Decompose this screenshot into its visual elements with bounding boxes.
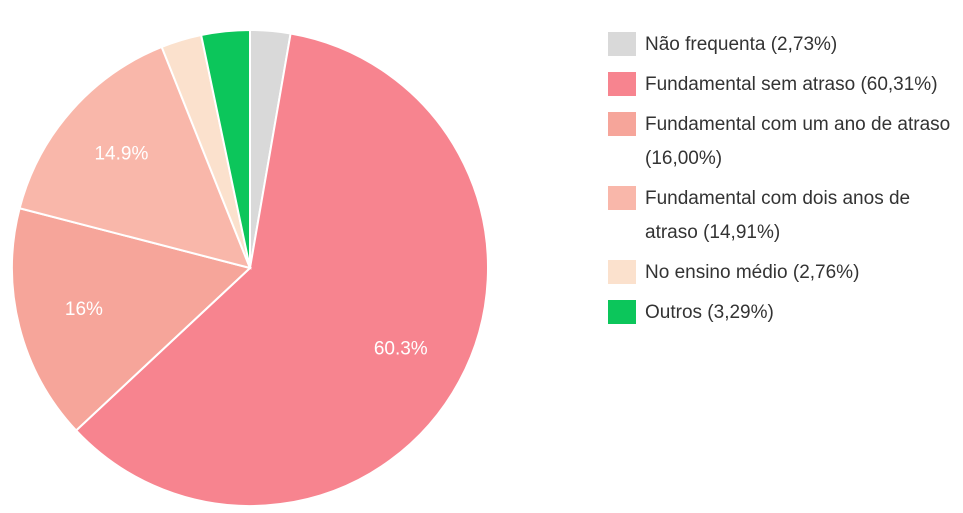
pie-slice bbox=[74, 32, 489, 507]
slice-label: 60.3% bbox=[374, 338, 428, 359]
pie: 60.3% 16% 14.9% bbox=[11, 28, 489, 507]
pie-slice bbox=[11, 207, 253, 432]
legend-swatch bbox=[608, 112, 636, 136]
legend-item: Não frequenta (2,73%) bbox=[608, 28, 963, 62]
legend-label: No ensino médio (2,76%) bbox=[645, 262, 860, 283]
pie-slice bbox=[199, 28, 251, 269]
legend-label: Fundamental sem atraso (60,31%) bbox=[645, 74, 938, 95]
legend-label: Não frequenta (2,73%) bbox=[645, 34, 838, 55]
legend: Não frequenta (2,73%) Fundamental sem atr… bbox=[608, 28, 963, 336]
legend-label: Fundamental com dois anos de atraso (14,… bbox=[645, 188, 911, 243]
slice-label: 16% bbox=[65, 299, 103, 320]
slice-label: 14.9% bbox=[94, 144, 148, 165]
legend-swatch bbox=[608, 32, 636, 56]
legend-item: No ensino médio (2,76%) bbox=[608, 256, 963, 290]
legend-swatch bbox=[608, 260, 636, 284]
pie-slice bbox=[18, 45, 252, 270]
legend-item: Fundamental sem atraso (60,31%) bbox=[608, 68, 963, 102]
legend-item: Fundamental com dois anos de atraso (14,… bbox=[608, 182, 963, 250]
legend-swatch bbox=[608, 72, 636, 96]
legend-swatch bbox=[608, 300, 636, 324]
legend-label: Outros (3,29%) bbox=[645, 302, 774, 323]
legend-item: Fundamental com um ano de atraso (16,00%… bbox=[608, 108, 963, 176]
legend-swatch bbox=[608, 186, 636, 210]
legend-label: Fundamental com um ano de atraso (16,00%… bbox=[645, 114, 951, 169]
legend-item: Outros (3,29%) bbox=[608, 296, 963, 330]
